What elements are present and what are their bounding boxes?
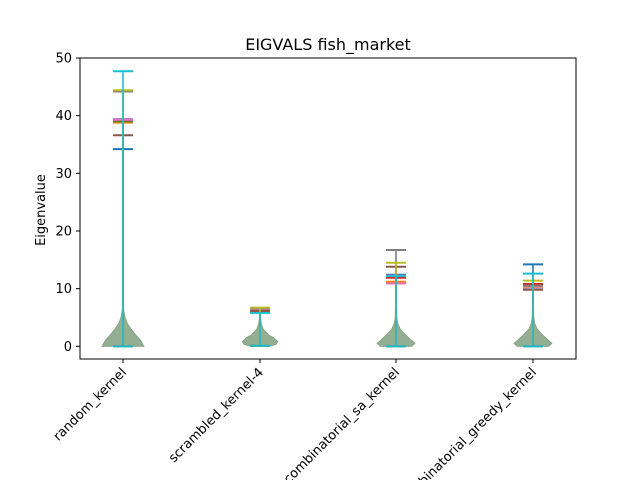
y-axis-label: Eigenvalue [34, 174, 49, 246]
y-tick-label: 40 [55, 109, 72, 124]
y-tick-label: 50 [55, 52, 72, 67]
y-tick-label: 30 [55, 167, 72, 182]
axes-frame [79, 57, 577, 360]
y-axis: 0 10 20 30 40 50 [55, 52, 80, 355]
run-lines-layer [113, 70, 543, 348]
chart-title: EIGVALS fish_market [245, 35, 411, 55]
y-tick-label: 20 [55, 224, 72, 239]
y-tick-label: 10 [55, 282, 72, 297]
y-tick-label: 0 [64, 340, 72, 355]
